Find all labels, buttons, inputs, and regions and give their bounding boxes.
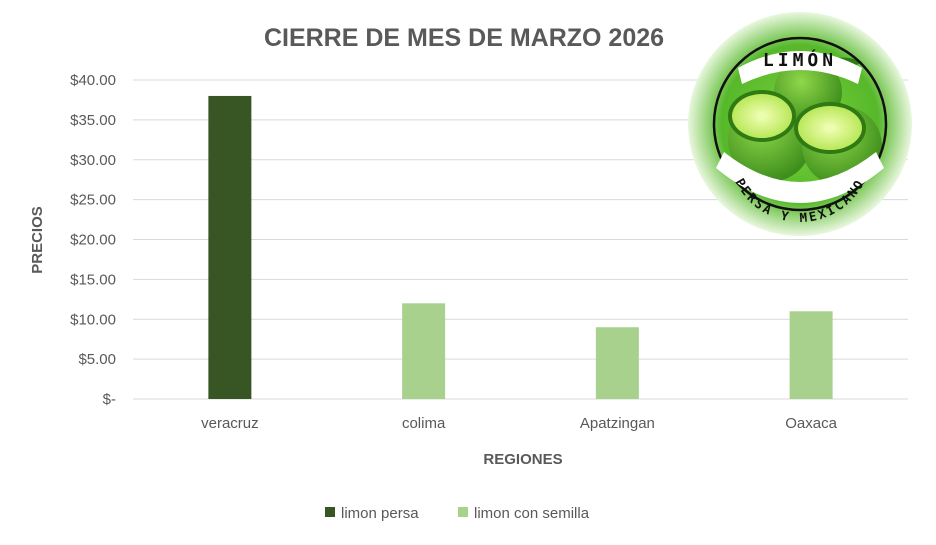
- y-tick-label: $-: [103, 391, 116, 408]
- x-category-label: veracruz: [201, 415, 259, 432]
- legend: limon persa limon con semilla: [325, 505, 590, 522]
- chart-title: CIERRE DE MES DE MARZO 2026: [264, 24, 664, 52]
- y-tick-label: $40.00: [70, 72, 116, 89]
- y-tick-label: $10.00: [70, 311, 116, 328]
- y-tick-label: $20.00: [70, 232, 116, 249]
- y-tick-label: $30.00: [70, 152, 116, 169]
- gridlines: [133, 79, 908, 400]
- legend-label-limon-con-semilla: limon con semilla: [474, 505, 590, 522]
- bar-limon-con-semilla-oaxaca: [789, 311, 833, 399]
- legend-label-limon-persa: limon persa: [341, 505, 419, 522]
- y-tick-label: $35.00: [70, 112, 116, 129]
- y-tick-label: $5.00: [78, 351, 116, 368]
- y-axis-title: PRECIOS: [29, 206, 46, 274]
- x-category-label: colima: [402, 415, 446, 432]
- bar-limon-con-semilla-colima: [402, 303, 446, 399]
- y-tick-label: $15.00: [70, 271, 116, 288]
- bar-limon-persa-veracruz: [208, 95, 252, 399]
- y-tick-label: $25.00: [70, 192, 116, 209]
- legend-swatch-limon-con-semilla: [458, 507, 468, 517]
- logo-top-text: LIMÓN: [763, 49, 837, 71]
- x-category-label: Apatzingan: [580, 415, 655, 432]
- bar-limon-con-semilla-apatzingan: [595, 327, 639, 399]
- x-axis-categories: veracruz colima Apatzingan Oaxaca: [201, 415, 838, 432]
- legend-swatch-limon-persa: [325, 507, 335, 517]
- lime-logo-badge: LIMÓN PERSA Y MEXICANO: [688, 12, 912, 236]
- x-axis-title: REGIONES: [483, 451, 562, 468]
- bars: [208, 95, 833, 399]
- y-axis-ticks: $40.00 $35.00 $30.00 $25.00 $20.00 $15.00 $10.…: [70, 72, 116, 408]
- x-category-label: Oaxaca: [785, 415, 837, 432]
